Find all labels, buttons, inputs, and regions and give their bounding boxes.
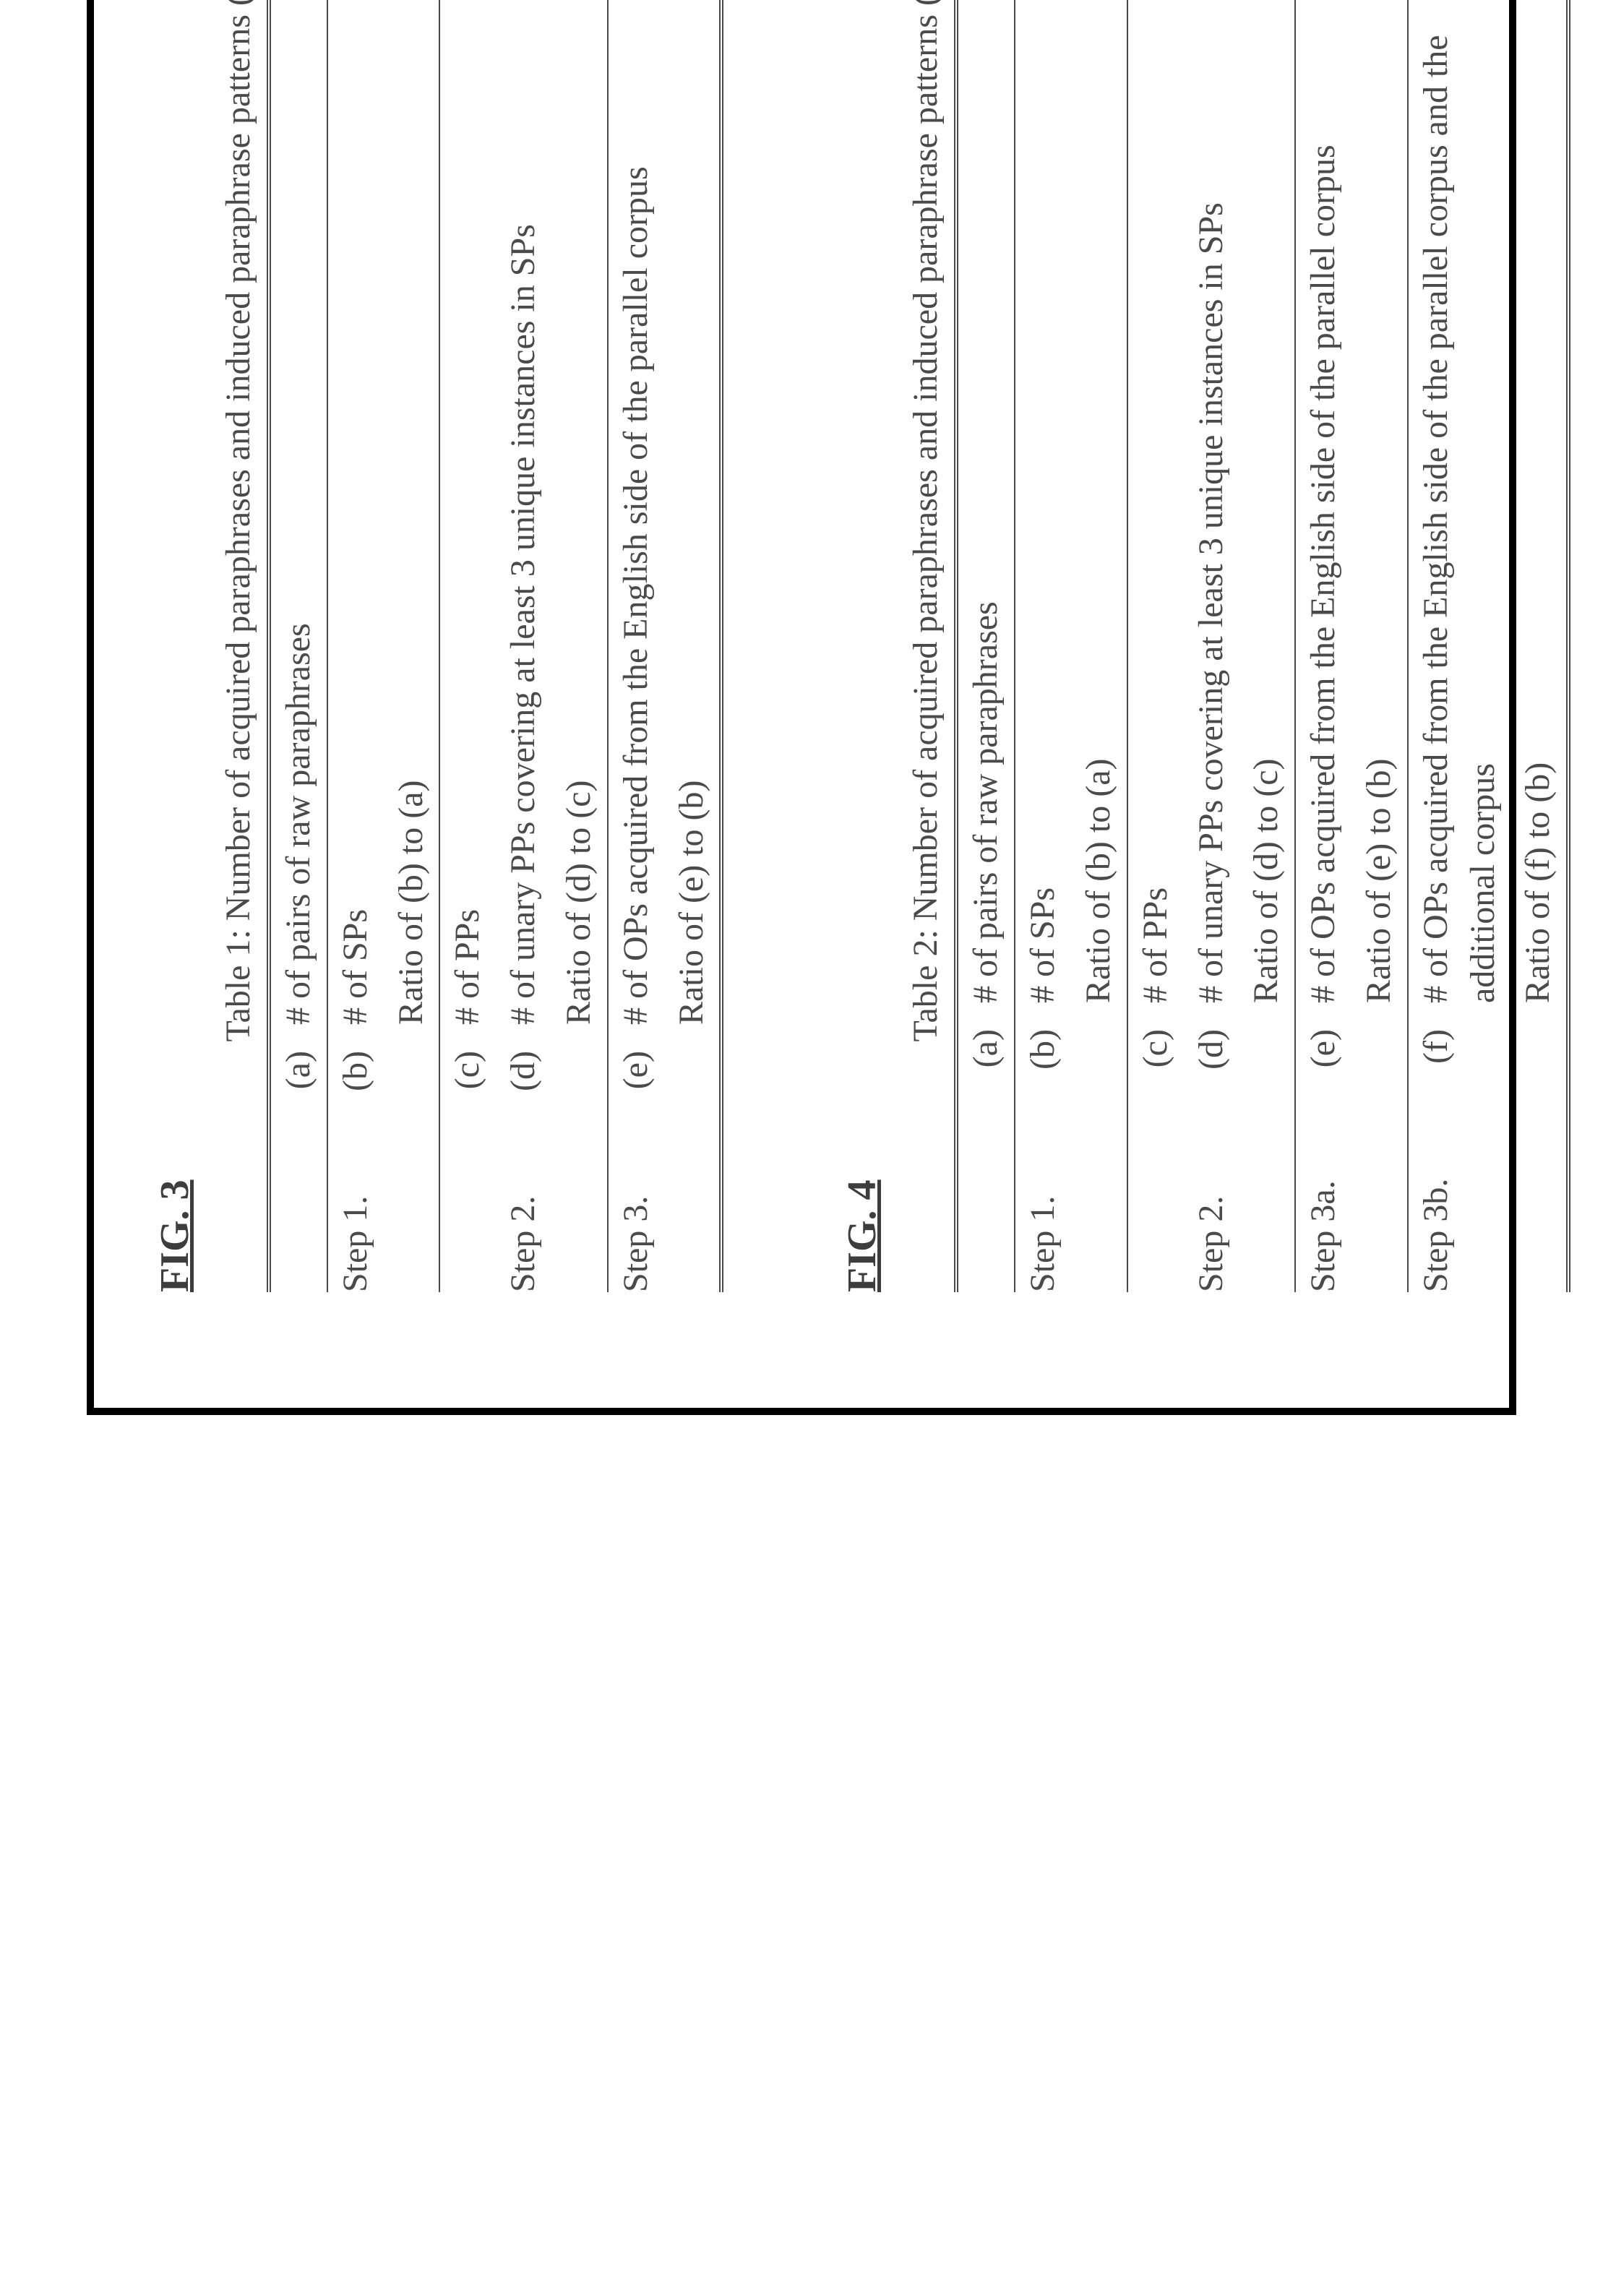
table-cell-marker: (a): [956, 1016, 1015, 1083]
table-cell-desc: Ratio of (d) to (c): [1239, 0, 1295, 1016]
table-1-body: (a) # of pairs of raw paraphrases 446,85…: [269, 0, 721, 1292]
table-row: Ratio of (e) to (b) 901%: [1351, 0, 1408, 1292]
table-cell-step: Step 1.: [327, 1104, 384, 1292]
table-1: (a) # of pairs of raw paraphrases 446,85…: [267, 0, 723, 1292]
table-cell-desc: # of SPs: [1015, 0, 1071, 1016]
figure-4-block: FIG. 4 Table 2: Number of acquired parap…: [839, 0, 1570, 1292]
table-cell-step: Step 3b.: [1408, 1083, 1511, 1292]
table-2: (a) # of pairs of raw paraphrases 1,823,…: [954, 0, 1570, 1292]
table-row: (c) # of PPs 20,789,290: [1127, 0, 1184, 1292]
table-cell-desc: # of PPs: [439, 0, 496, 1038]
table-cell-marker: [384, 1038, 440, 1104]
table-cell-marker: [1071, 1016, 1127, 1083]
table-cell-marker: (c): [1127, 1016, 1184, 1083]
table-row: Step 3a. (e) # of OPs acquired from the …: [1295, 0, 1351, 1292]
table-cell-step: [439, 1104, 496, 1292]
table-cell-marker: [1351, 1016, 1408, 1083]
table-cell-step: Step 3a.: [1295, 1083, 1351, 1292]
table-cell-step: [1510, 1083, 1568, 1292]
table-cell-marker: (d): [1184, 1016, 1239, 1083]
table-cell-desc: Ratio of (f) to (b): [1510, 0, 1568, 1016]
table-row: Ratio of (b) to (a) 3.4%: [1071, 0, 1127, 1292]
table-row: Step 2. (d) # of unary PPs covering at l…: [496, 0, 551, 1292]
table-cell-desc: Ratio of (b) to (a): [1071, 0, 1127, 1016]
table-cell-step: [384, 1104, 440, 1292]
table-cell-marker: [664, 1038, 722, 1104]
table-cell-marker: (b): [327, 1038, 384, 1104]
table-cell-step: [269, 1104, 327, 1292]
table-row: Step 1. (b) # of SPs 29,823,743: [327, 0, 384, 1292]
table-row: Step 3b. (f) # of OPs acquired from the …: [1408, 0, 1511, 1292]
table-2-body: (a) # of pairs of raw paraphrases 1,823,…: [956, 0, 1568, 1292]
table-cell-step: [1127, 1083, 1184, 1292]
table-cell-desc: # of OPs acquired from the English side …: [1295, 0, 1351, 1016]
table-cell-desc: # of pairs of raw paraphrases: [956, 0, 1015, 1016]
table-row: Ratio of (d) to (c) 7.8%: [1239, 0, 1295, 1292]
table-cell-desc: # of OPs acquired from the English side …: [608, 0, 664, 1038]
table-cell-desc: # of PPs: [1127, 0, 1184, 1016]
table-cell-step: [1071, 1083, 1127, 1292]
table-2-caption: Table 2: Number of acquired paraphrases …: [906, 0, 945, 1292]
table-row: (c) # of PPs 8,374,702: [439, 0, 496, 1292]
table-cell-marker: (e): [1295, 1016, 1351, 1083]
table-cell-desc: # of SPs: [327, 0, 384, 1038]
table-row: (a) # of pairs of raw paraphrases 446,85…: [269, 0, 327, 1292]
table-row: Step 1. (b) # of SPs 62,687,866: [1015, 0, 1071, 1292]
page-rotated-container: FIG. 3 Table 1: Number of acquired parap…: [0, 0, 1603, 1603]
table-cell-marker: (d): [496, 1038, 551, 1104]
table-row: Step 3. (e) # of OPs acquired from the E…: [608, 0, 664, 1292]
table-cell-desc: # of unary PPs covering at least 3 uniqu…: [496, 0, 551, 1038]
table-cell-step: Step 2.: [1184, 1083, 1239, 1292]
table-cell-desc: Ratio of (b) to (a): [384, 0, 440, 1038]
table-cell-marker: [1510, 1016, 1568, 1083]
page-frame: FIG. 3 Table 1: Number of acquired parap…: [87, 0, 1516, 1415]
table-cell-step: [956, 1083, 1015, 1292]
table-cell-marker: (c): [439, 1038, 496, 1104]
table-cell-step: [1239, 1083, 1295, 1292]
table-cell-step: [664, 1104, 722, 1292]
table-cell-step: [1351, 1083, 1408, 1292]
table-cell-marker: (a): [269, 1038, 327, 1104]
table-cell-marker: (e): [608, 1038, 664, 1104]
table-row: Ratio of (b) to (a) 6.7%: [384, 0, 440, 1292]
table-row: (a) # of pairs of raw paraphrases 1,823,…: [956, 0, 1015, 1292]
table-row: Step 2. (d) # of unary PPs covering at l…: [1184, 0, 1239, 1292]
table-1-caption: Table 1: Number of acquired paraphrases …: [218, 0, 258, 1292]
table-cell-desc: Ratio of (e) to (b): [1351, 0, 1408, 1016]
table-cell-step: [551, 1104, 608, 1292]
figure-4-label: FIG. 4: [839, 0, 885, 1292]
figure-3-label: FIG. 3: [152, 0, 198, 1292]
table-cell-desc: Ratio of (d) to (c): [551, 0, 608, 1038]
table-cell-desc: # of unary PPs covering at least 3 uniqu…: [1184, 0, 1239, 1016]
table-cell-desc: Ratio of (e) to (b): [664, 0, 722, 1038]
table-cell-marker: (f): [1408, 1016, 1511, 1083]
table-cell-marker: [551, 1038, 608, 1104]
table-cell-step: Step 1.: [1015, 1083, 1071, 1292]
figure-3-block: FIG. 3 Table 1: Number of acquired parap…: [152, 0, 723, 1292]
table-row: Ratio of (d) to (c) 5.8%: [551, 0, 608, 1292]
table-cell-step: Step 2.: [496, 1104, 551, 1292]
table-cell-step: Step 3.: [608, 1104, 664, 1292]
table-cell-marker: [1239, 1016, 1295, 1083]
table-row: Ratio of (f) to (b) 3355%: [1510, 0, 1568, 1292]
table-cell-marker: (b): [1015, 1016, 1071, 1083]
table-cell-desc: # of pairs of raw paraphrases: [269, 0, 327, 1038]
table-row: Ratio of (e) to (b) 290%: [664, 0, 722, 1292]
table-cell-desc: # of OPs acquired from the English side …: [1408, 0, 1511, 1016]
